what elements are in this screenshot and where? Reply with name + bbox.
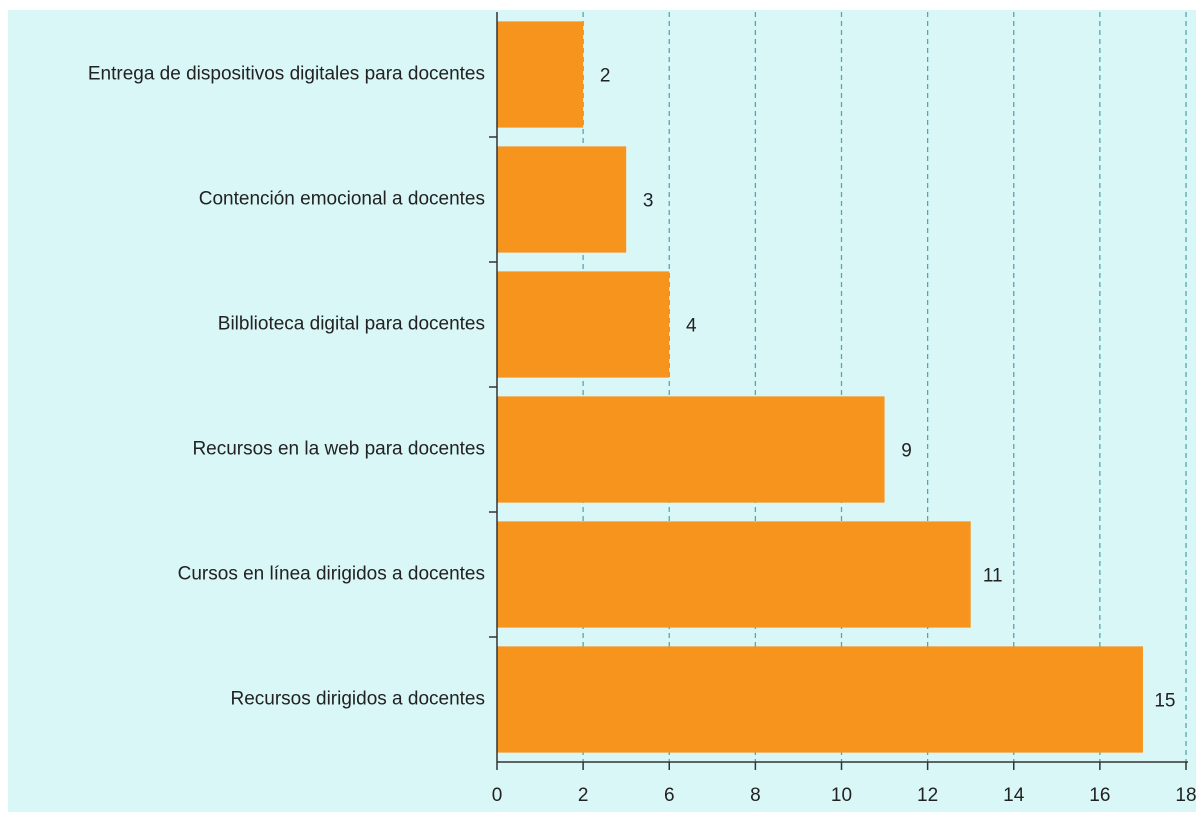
data-label: 4 — [686, 316, 697, 337]
bar — [497, 396, 885, 503]
y-tick-label: Contención emocional a docentes — [199, 189, 485, 210]
y-tick-label: Entrega de dispositivos digitales para d… — [88, 64, 485, 85]
x-tick-label: 14 — [1003, 785, 1025, 806]
data-label: 11 — [983, 566, 1003, 587]
x-tick-label: 8 — [750, 785, 761, 806]
data-label: 3 — [643, 191, 654, 212]
x-tick-label: 16 — [1089, 785, 1110, 806]
y-tick-label: Bilblioteca digital para docentes — [218, 314, 485, 335]
y-tick-label: Recursos dirigidos a docentes — [230, 689, 485, 710]
x-tick-label: 18 — [1175, 785, 1196, 806]
data-label: 2 — [600, 66, 611, 87]
bar — [497, 271, 670, 378]
bar — [497, 521, 971, 628]
y-tick-label: Cursos en línea dirigidos a docentes — [178, 564, 485, 585]
x-tick-label: 6 — [664, 785, 675, 806]
data-label: 15 — [1154, 691, 1175, 712]
x-tick-label: 12 — [917, 785, 938, 806]
x-tick-label: 2 — [578, 785, 589, 806]
y-tick-label: Recursos en la web para docentes — [192, 439, 485, 460]
bar — [497, 646, 1143, 753]
bar — [497, 146, 627, 253]
bar — [497, 21, 584, 128]
x-tick-label: 10 — [831, 785, 852, 806]
data-label: 9 — [901, 441, 912, 462]
x-tick-label: 0 — [492, 785, 503, 806]
